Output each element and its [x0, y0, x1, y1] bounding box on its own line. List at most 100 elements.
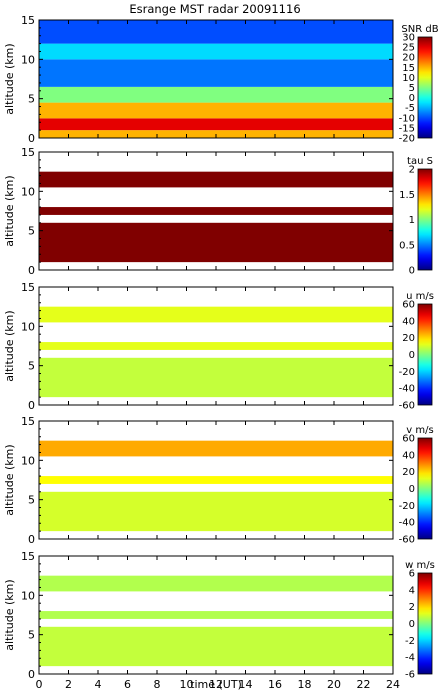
x-tick-label: 16 [268, 678, 282, 691]
y-axis-label: altitude (km) [3, 579, 16, 650]
heatmap-layer [39, 626, 393, 667]
colorbar-tick-label: 0.5 [399, 240, 415, 251]
colorbar-tick-label: -20 [399, 501, 415, 512]
y-tick-label: 10 [21, 320, 35, 333]
x-axis-label: time (UT) [190, 678, 242, 691]
x-tick-label: 24 [386, 678, 400, 691]
y-tick-label: 10 [21, 589, 35, 602]
heatmap-u [39, 306, 393, 398]
heatmap-layer [39, 171, 393, 188]
y-tick-label: 5 [28, 629, 35, 642]
y-tick-label: 0 [28, 264, 35, 277]
y-tick-label: 10 [21, 53, 35, 66]
y-tick-label: 10 [21, 454, 35, 467]
colorbar-tick-label: 5 [409, 83, 415, 94]
colorbar-tick-label: -5 [405, 103, 415, 114]
colorbar-tick-label: 0 [409, 350, 415, 361]
colorbar-tick-label: 25 [402, 43, 415, 54]
x-tick-label: 14 [239, 678, 253, 691]
colorbar-tick-label: -6 [405, 670, 415, 681]
colorbar-tick-label: 30 [402, 33, 415, 44]
heatmap-layer [39, 222, 393, 263]
y-tick-label: 15 [21, 146, 35, 159]
colorbar [417, 168, 433, 271]
colorbar-tick-label: -4 [405, 653, 415, 664]
heatmap-v [39, 440, 393, 532]
y-tick-label: 0 [28, 399, 35, 412]
colorbar-tick-label: -20 [399, 134, 415, 145]
y-tick-label: 15 [21, 14, 35, 27]
colorbar-tick-label: 2 [409, 602, 415, 613]
x-tick-label: 4 [95, 678, 102, 691]
colorbar-label: SNR dB [401, 24, 438, 35]
heatmap-tau [39, 171, 393, 263]
colorbar-label: w m/s [405, 560, 435, 571]
panel-v: 0 5 10 15 altitude (km) v m/s60 40 20 0 -20 -40 -60 [3, 415, 434, 546]
y-axis-label: altitude (km) [3, 43, 16, 114]
y-axis-label: altitude (km) [3, 175, 16, 246]
x-tick-label: 12 [209, 678, 223, 691]
colorbar-tick-label: 60 [402, 434, 415, 445]
colorbar-tick-label: 0 [409, 266, 415, 277]
heatmap-layer [39, 575, 393, 592]
colorbar-tick-label: 20 [402, 53, 415, 64]
x-tick-label: 10 [180, 678, 194, 691]
y-tick-label: 5 [28, 360, 35, 373]
x-tick-label: 22 [357, 678, 371, 691]
colorbar-tick-label: -60 [399, 535, 415, 546]
colorbar-tick-label: -40 [399, 518, 415, 529]
heatmap-layer [39, 306, 393, 323]
heatmap-layer [39, 102, 393, 119]
y-axis-label: altitude (km) [3, 444, 16, 515]
x-tick-label: 20 [327, 678, 341, 691]
x-tick-label: 0 [36, 678, 43, 691]
colorbar [417, 572, 433, 675]
y-tick-label: 5 [28, 93, 35, 106]
heatmap-layer [39, 86, 393, 103]
heatmap-layer [39, 59, 393, 87]
x-tick-label: 6 [124, 678, 131, 691]
x-tick-label: 18 [298, 678, 312, 691]
colorbar-tick-label: 40 [402, 450, 415, 461]
panel-w: 0 5 10 15 altitude (km) w m/s6 4 2 0 -2 -4 -6 [3, 550, 435, 681]
colorbar-tick-label: 40 [402, 316, 415, 327]
heatmap-layer [39, 611, 393, 619]
colorbar-tick-label: -15 [399, 123, 415, 134]
y-tick-label: 15 [21, 281, 35, 294]
colorbar-tick-label: 20 [402, 333, 415, 344]
colorbar-label: tau S [407, 156, 433, 167]
heatmap-layer [39, 357, 393, 398]
y-tick-label: 0 [28, 533, 35, 546]
colorbar-tick-label: -60 [399, 401, 415, 412]
y-tick-label: 5 [28, 225, 35, 238]
colorbar-tick-label: 0 [409, 619, 415, 630]
x-tick-label: 2 [65, 678, 72, 691]
y-tick-label: 15 [21, 550, 35, 563]
heatmap-w [39, 575, 393, 667]
colorbar-tick-label: 6 [409, 569, 415, 580]
heatmap-layer [39, 207, 393, 215]
colorbar-tick-label: -40 [399, 384, 415, 395]
y-tick-label: 15 [21, 415, 35, 428]
colorbar-tick-label: 20 [402, 467, 415, 478]
x-tick-label: 8 [154, 678, 161, 691]
colorbar-tick-label: 1 [409, 215, 415, 226]
figure-title: Esrange MST radar 20091116 [129, 2, 300, 16]
colorbar-tick-label: 2 [409, 165, 415, 176]
heatmap-layer [39, 342, 393, 350]
colorbar-label: u m/s [406, 291, 434, 302]
x-axis-ticks: 0 2 4 6 8 10 12 14 16 18 20 22 24 [36, 678, 401, 691]
heatmap-layer [39, 20, 393, 44]
y-tick-label: 0 [28, 132, 35, 145]
heatmap-layer [39, 476, 393, 484]
y-tick-label: 5 [28, 494, 35, 507]
colorbar-tick-label: 4 [409, 585, 415, 596]
colorbar-tick-label: 60 [402, 300, 415, 311]
colorbar-tick-label: 0 [409, 93, 415, 104]
colorbar [417, 36, 433, 139]
colorbar-tick-label: 0 [409, 484, 415, 495]
colorbar-tick-label: 1.5 [399, 190, 415, 201]
y-tick-label: 0 [28, 668, 35, 681]
colorbar [417, 437, 433, 540]
